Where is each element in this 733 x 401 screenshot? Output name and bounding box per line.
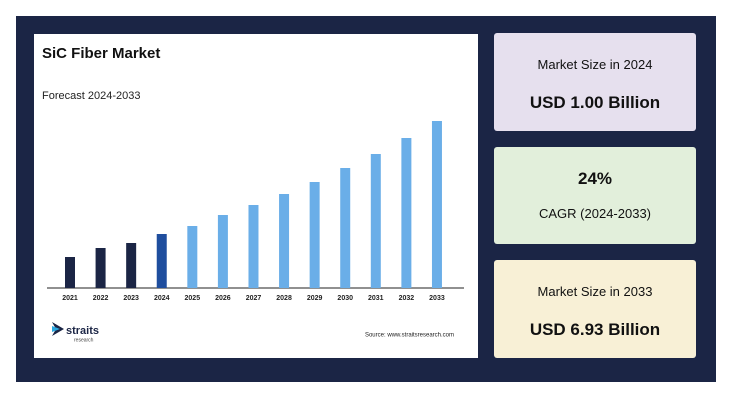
bar [309, 182, 320, 288]
bar [217, 215, 228, 288]
card: 24% CAGR (2024-2033) [494, 147, 696, 244]
x-tick-label: 2023 [123, 295, 139, 302]
bar [401, 138, 412, 288]
bar [340, 168, 351, 288]
bar [126, 243, 137, 288]
chart-panel: SiC Fiber Market Forecast 2024-2033 stra… [34, 34, 478, 358]
x-tick-label: 2027 [246, 295, 262, 302]
bar [370, 154, 381, 288]
card: Market Size in 2024 USD 1.00 Billion [494, 33, 696, 131]
card-value: USD 6.93 Billion [529, 320, 661, 339]
x-tick-label: 2033 [429, 295, 445, 302]
x-tick-label: 2025 [185, 295, 201, 302]
x-tick-label: 2029 [307, 295, 323, 302]
x-tick-label: 2022 [93, 295, 109, 302]
chart-subtitle: Forecast 2024-2033 [42, 90, 140, 102]
card-label: Market Size in 2033 [537, 284, 653, 299]
bar [431, 121, 442, 288]
logo-mark-accent [52, 326, 60, 332]
x-tick-label: 2021 [62, 295, 78, 302]
x-tick-label: 2026 [215, 295, 231, 302]
logo-name: straits [66, 325, 99, 337]
card-value: USD 1.00 Billion [529, 93, 661, 112]
card-label: Market Size in 2024 [537, 57, 653, 72]
x-tick-label: 2032 [399, 295, 415, 302]
x-tick-label: 2030 [337, 295, 353, 302]
chart-title: SiC Fiber Market [42, 45, 160, 62]
x-tick-label: 2024 [154, 295, 170, 302]
x-tick-label: 2031 [368, 295, 384, 302]
bar [248, 205, 259, 288]
bar [95, 248, 106, 288]
bar [279, 194, 290, 288]
logo-sub: research [74, 337, 94, 343]
bar [156, 234, 167, 288]
card-value: 24% [577, 169, 613, 188]
bar [187, 226, 198, 288]
card: Market Size in 2033 USD 6.93 Billion [494, 260, 696, 358]
x-tick-label: 2028 [276, 295, 292, 302]
bar [65, 257, 75, 288]
source: Source: www.straitsresearch.com [365, 333, 454, 339]
chart: SiC Fiber Market Forecast 2024-2033 stra… [42, 45, 464, 343]
card-label: CAGR (2024-2033) [539, 206, 651, 221]
